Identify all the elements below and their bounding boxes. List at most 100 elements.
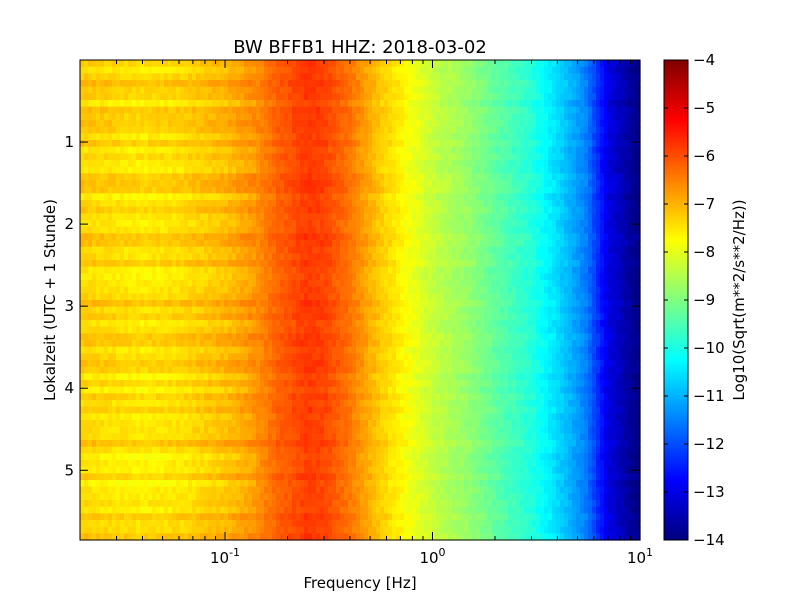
heatmap-cell [144,60,149,68]
heatmap-cell [268,86,273,94]
heatmap-cell [264,533,269,541]
heatmap-cell [164,453,169,461]
heatmap-cell [100,166,105,174]
heatmap-cell [176,213,181,221]
heatmap-cell [328,380,333,388]
heatmap-cell [320,400,325,408]
heatmap-cell [116,333,121,341]
heatmap-cell [104,180,109,188]
heatmap-cell [332,280,337,288]
heatmap-cell [156,140,161,148]
heatmap-cell [248,346,253,354]
heatmap-cell [176,220,181,228]
heatmap-cell [116,100,121,108]
heatmap-cell [112,300,117,308]
heatmap-cell [296,213,301,221]
heatmap-cell [252,253,257,261]
heatmap-cell [128,300,133,308]
heatmap-cell [304,513,309,521]
heatmap-cell [212,140,217,148]
heatmap-cell [136,333,141,341]
heatmap-cell [312,200,317,208]
heatmap-cell [188,266,193,274]
heatmap-cell [84,173,89,181]
heatmap-cell [328,440,333,448]
heatmap-cell [264,493,269,501]
heatmap-cell [304,200,309,208]
heatmap-cell [312,346,317,354]
heatmap-cell [244,346,249,354]
heatmap-cell [236,520,241,528]
heatmap-cell [320,386,325,394]
heatmap-cell [88,266,93,274]
heatmap-cell [96,240,101,248]
heatmap-cell [268,346,273,354]
heatmap-cell [188,440,193,448]
heatmap-cell [188,320,193,328]
heatmap-cell [324,460,329,468]
heatmap-cell [172,273,177,281]
heatmap-cell [184,500,189,508]
heatmap-cell [276,446,281,454]
heatmap-cell [212,440,217,448]
heatmap-cell [104,173,109,181]
heatmap-cell [312,406,317,414]
heatmap-cell [332,466,337,474]
heatmap-cell [332,346,337,354]
heatmap-cell [160,306,165,314]
heatmap-cell [340,346,345,354]
heatmap-cell [252,313,257,321]
heatmap-cell [324,413,329,421]
heatmap-cell [292,266,297,274]
heatmap-cell [220,426,225,434]
heatmap-cell [308,126,313,134]
heatmap-cell [328,80,333,88]
heatmap-cell [308,433,313,441]
heatmap-cell [356,160,361,168]
heatmap-cell [256,413,261,421]
heatmap-cell [296,373,301,381]
heatmap-cell [228,173,233,181]
heatmap-cell [300,273,305,281]
heatmap-cell [292,333,297,341]
heatmap-cell [296,406,301,414]
heatmap-cell [180,220,185,228]
heatmap-cell [232,200,237,208]
heatmap-cell [124,413,129,421]
heatmap-cell [144,493,149,501]
heatmap-cell [200,160,205,168]
heatmap-cell [340,360,345,368]
heatmap-cell [152,233,157,241]
heatmap-cell [120,186,125,194]
heatmap-cell [140,413,145,421]
heatmap-cell [100,260,105,268]
heatmap-cell [284,73,289,81]
heatmap-cell [328,60,333,68]
heatmap-cell [88,120,93,128]
heatmap-cell [116,466,121,474]
heatmap-cell [164,513,169,521]
heatmap-cell [220,466,225,474]
heatmap-cell [348,286,353,294]
heatmap-cell [156,473,161,481]
heatmap-cell [220,140,225,148]
heatmap-cell [252,140,257,148]
heatmap-cell [232,380,237,388]
heatmap-cell [220,66,225,74]
heatmap-cell [216,513,221,521]
heatmap-cell [184,253,189,261]
heatmap-cell [100,80,105,88]
heatmap-cell [92,500,97,508]
heatmap-cell [100,306,105,314]
heatmap-cell [104,453,109,461]
heatmap-cell [232,180,237,188]
heatmap-cell [340,220,345,228]
heatmap-cell [180,126,185,134]
heatmap-cell [148,113,153,121]
heatmap-cell [152,386,157,394]
heatmap-cell [340,233,345,241]
heatmap-cell [116,533,121,541]
heatmap-cell [224,173,229,181]
heatmap-cell [208,180,213,188]
heatmap-cell [104,120,109,128]
